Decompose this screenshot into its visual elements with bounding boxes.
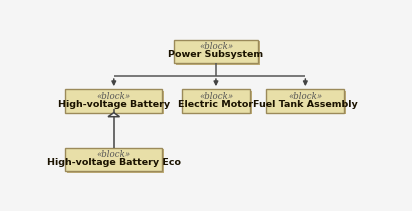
Bar	[65, 147, 162, 171]
Text: «block»: «block»	[199, 42, 233, 51]
Bar	[266, 89, 344, 113]
Text: «block»: «block»	[97, 150, 131, 159]
Bar	[182, 89, 250, 113]
Text: «block»: «block»	[97, 92, 131, 101]
Text: Power Subsystem: Power Subsystem	[169, 50, 264, 59]
Bar	[67, 91, 164, 114]
Polygon shape	[108, 113, 119, 117]
Bar	[268, 91, 346, 114]
Bar	[173, 39, 258, 63]
Text: «block»: «block»	[199, 92, 233, 101]
Text: High-voltage Battery Eco: High-voltage Battery Eco	[47, 158, 181, 168]
Bar	[176, 41, 260, 65]
Bar	[65, 89, 162, 113]
Text: High-voltage Battery: High-voltage Battery	[58, 100, 170, 109]
Text: Fuel Tank Assembly: Fuel Tank Assembly	[253, 100, 358, 109]
Bar	[183, 91, 252, 114]
Text: Electric Motor: Electric Motor	[178, 100, 253, 109]
Bar	[67, 149, 164, 173]
Text: «block»: «block»	[288, 92, 323, 101]
